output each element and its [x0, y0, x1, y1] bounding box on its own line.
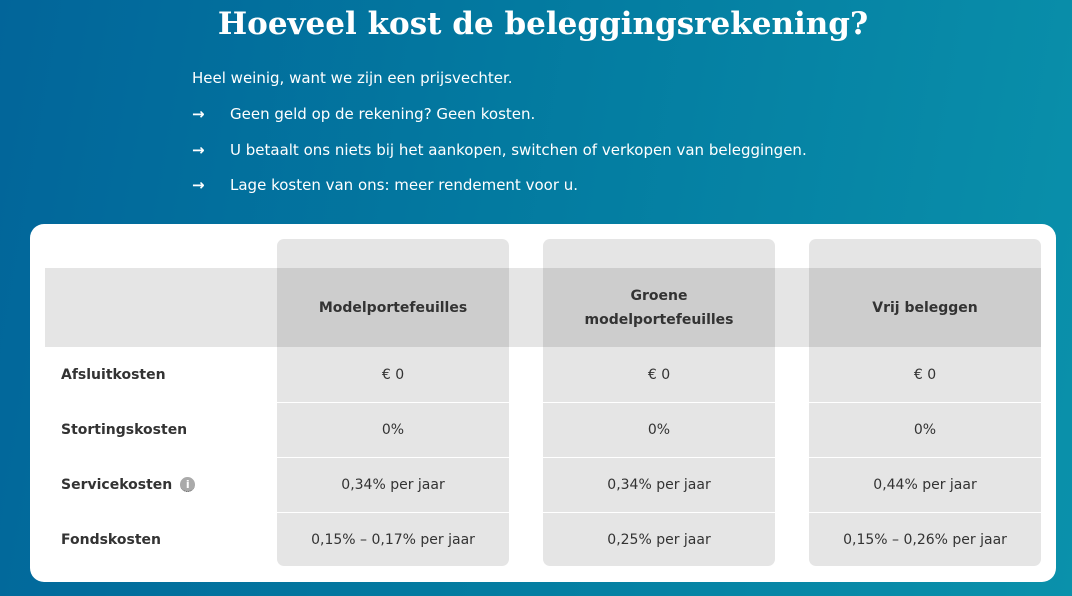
- table-cell: € 0: [381, 366, 405, 383]
- row-label: Fondskosten: [61, 531, 161, 548]
- table-cell: € 0: [913, 366, 937, 383]
- page-title: Hoeveel kost de beleggingsrekening?: [217, 6, 869, 42]
- bullet-item: → Lage kosten van ons: meer rendement voo…: [192, 176, 578, 194]
- row-label: Afsluitkosten: [61, 366, 166, 383]
- column-header: Modelportefeuilles: [277, 268, 509, 347]
- column-header: Groene modelportefeuilles: [543, 268, 775, 347]
- table-cell: 0%: [809, 402, 1041, 457]
- table-cell: 0%: [277, 402, 509, 457]
- table-cell: € 0: [647, 366, 671, 383]
- column-groene-modelportefeuilles: Groene modelportefeuilles € 0 0% 0,34% p…: [543, 239, 775, 566]
- table-cell: 0%: [543, 402, 775, 457]
- bullet-text: Lage kosten van ons: meer rendement voor…: [230, 176, 579, 194]
- table-cell: 0,15% – 0,26% per jaar: [809, 512, 1041, 566]
- arrow-right-icon: →: [192, 176, 205, 194]
- table-cell: 0,34% per jaar: [277, 457, 509, 512]
- bullet-text: Geen geld op de rekening? Geen kosten.: [230, 105, 536, 123]
- table-cell: 0,44% per jaar: [809, 457, 1041, 512]
- table-cell: 0,34% per jaar: [543, 457, 775, 512]
- bullet-text: U betaalt ons niets bij het aankopen, sw…: [230, 141, 807, 159]
- row-label: Stortingskosten: [61, 421, 188, 438]
- row-label-text: Servicekosten: [61, 476, 173, 493]
- table-cell: 0,15% – 0,17% per jaar: [277, 512, 509, 566]
- column-vrij-beleggen: Vrij beleggen € 0 0% 0,44% per jaar 0,15…: [809, 239, 1041, 566]
- arrow-right-icon: →: [192, 105, 205, 123]
- column-header: Vrij beleggen: [809, 268, 1041, 347]
- table-cell: 0,25% per jaar: [543, 512, 775, 566]
- pricing-table-card: Afsluitkosten Stortingskosten Servicekos…: [30, 224, 1056, 582]
- row-label: Servicekosten i: [61, 457, 196, 512]
- arrow-right-icon: →: [192, 141, 205, 159]
- bullet-item: → U betaalt ons niets bij het aankopen, s…: [192, 141, 807, 159]
- intro-text: Heel weinig, want we zijn een prijsvecht…: [192, 69, 513, 87]
- bullet-item: → Geen geld op de rekening? Geen kosten.: [192, 105, 535, 123]
- column-modelportefeuilles: Modelportefeuilles € 0 0% 0,34% per jaar…: [277, 239, 509, 566]
- info-icon[interactable]: i: [180, 477, 196, 492]
